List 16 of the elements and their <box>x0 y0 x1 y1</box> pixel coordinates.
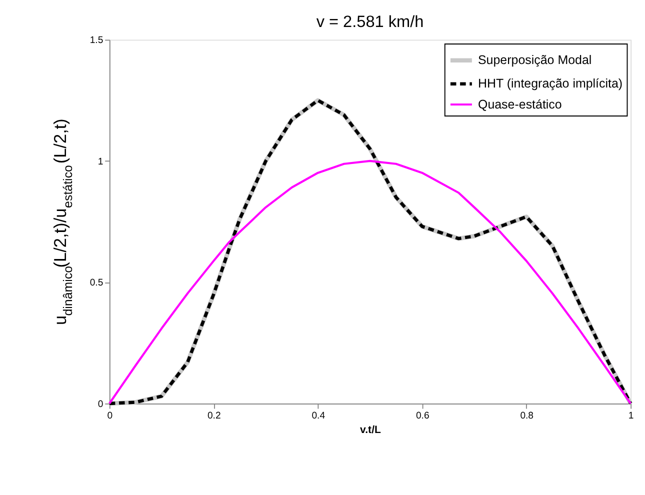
x-tick-label: 0.4 <box>312 410 326 422</box>
x-tick-label: 0 <box>107 410 113 422</box>
chart-title: v = 2.581 km/h <box>316 13 424 32</box>
y-tick-label: 0.5 <box>90 278 104 289</box>
y-tick-label: 1.5 <box>90 35 104 46</box>
legend-label: HHT (integração implícita) <box>478 76 623 91</box>
y-axis-title: udinâmico(L/2,t)/uestático(L/2,t) <box>50 118 75 325</box>
y-tick-label: 1 <box>98 156 104 168</box>
x-tick-label: 1 <box>628 410 634 422</box>
x-tick-label: 0.2 <box>207 410 221 422</box>
y-tick-label: 0 <box>98 398 104 410</box>
x-axis-title: v.t/L <box>360 424 382 436</box>
legend-label: Superposição Modal <box>478 53 592 68</box>
x-tick-label: 0.6 <box>416 410 430 422</box>
legend-label: Quase-estático <box>478 97 562 112</box>
x-tick-label: 0.8 <box>520 410 534 422</box>
